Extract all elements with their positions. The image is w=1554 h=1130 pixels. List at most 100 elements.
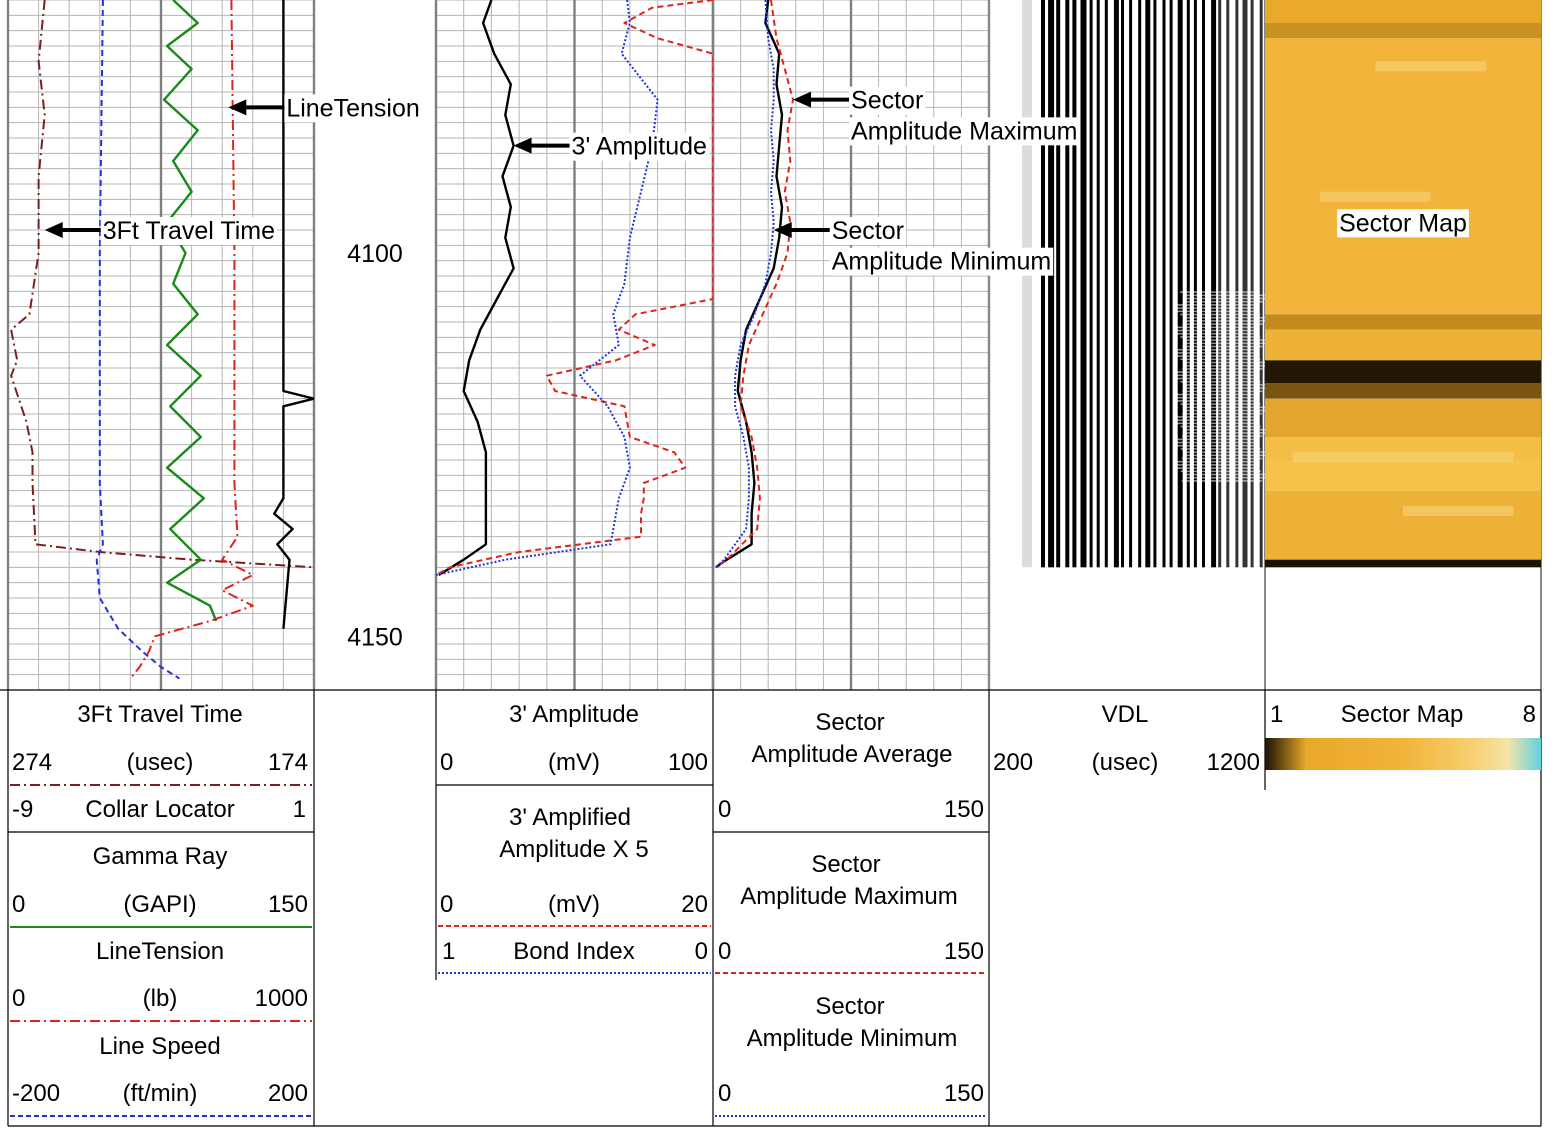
- sector-map-band: [1265, 329, 1541, 361]
- header-amplified-title1: 3' Amplified: [509, 804, 631, 831]
- header-amplified-unit: (mV): [548, 891, 600, 918]
- vdl-stripe: [1096, 0, 1100, 568]
- header-sector-max-left: 0: [718, 938, 731, 965]
- sector-map-band: [1265, 383, 1541, 399]
- vdl-noise: [1185, 476, 1265, 479]
- vdl-noise: [1181, 480, 1262, 482]
- annotation-text-6: Amplitude Minimum: [832, 248, 1052, 276]
- header-tension-title: LineTension: [96, 938, 224, 965]
- vdl-noise: [1185, 451, 1265, 453]
- header-sector-max-right: 150: [944, 938, 984, 965]
- vdl-noise: [1177, 326, 1258, 329]
- header-bond-left: 1: [442, 938, 455, 965]
- vdl-noise: [1184, 384, 1265, 386]
- annotation-bg-2: [569, 132, 709, 161]
- curve-collar-locator: [273, 0, 314, 629]
- annotation-1: 3Ft Travel Time: [44, 217, 277, 245]
- header-sector-avg-right: 150: [944, 796, 984, 823]
- vdl-stripe: [1226, 0, 1230, 568]
- header-sector-max-title2: Amplitude Maximum: [740, 883, 957, 910]
- vdl-noise: [1182, 323, 1263, 325]
- sector-map-band: [1265, 360, 1541, 384]
- annotation-text-0: LineTension: [286, 94, 419, 122]
- curve-gamma-ray: [162, 0, 218, 622]
- vdl-noise: [1174, 419, 1255, 421]
- header-sector-min-title2: Amplitude Minimum: [747, 1025, 958, 1052]
- vdl-noise: [1185, 454, 1265, 457]
- vdl-noise: [1185, 297, 1265, 300]
- curve-linetension: [129, 0, 254, 680]
- vdl-noise: [1180, 291, 1260, 293]
- vdl-noise: [1185, 320, 1265, 322]
- header-amplitude-title: 3' Amplitude: [509, 701, 639, 728]
- annotation-text-2: 3' Amplitude: [572, 133, 707, 161]
- vdl-noise: [1176, 393, 1257, 396]
- vdl-stripe: [1072, 0, 1077, 568]
- sector-map-image: [1265, 0, 1541, 568]
- vdl-stripe: [1145, 0, 1151, 568]
- vdl-stripe: [1250, 0, 1254, 568]
- sector-map-band: [1265, 398, 1541, 437]
- sector-map-band: [1265, 38, 1541, 315]
- frame: [0, 689, 1542, 1127]
- header-sector-map-right: 8: [1523, 701, 1536, 728]
- header-amplified-title2: Amplitude X 5: [499, 836, 648, 863]
- annotation-6: Amplitude Minimum: [829, 248, 1054, 276]
- vdl-stripe: [1138, 0, 1142, 568]
- header-collar-right: 1: [293, 796, 306, 823]
- vdl-noise: [1180, 313, 1261, 316]
- vdl-noise: [1175, 400, 1256, 402]
- header-collar-left: -9: [12, 796, 33, 823]
- vdl-noise: [1175, 310, 1256, 313]
- header-line-tension: LineTension 0 (lb) 1000: [10, 938, 312, 1022]
- header-amplified-right: 20: [681, 891, 708, 918]
- vdl-noise: [1185, 432, 1265, 434]
- vdl-noise: [1185, 364, 1265, 367]
- annotation-5: Sector: [773, 217, 906, 245]
- annotation-arrow-head-2: [513, 137, 532, 154]
- curve-sector-amplitude-minimum: [715, 0, 775, 569]
- annotation-text-7: Sector Map: [1339, 209, 1467, 237]
- annotation-0: LineTension: [228, 94, 422, 123]
- vdl-noise: [1182, 345, 1263, 348]
- vdl-noise: [1185, 409, 1265, 412]
- vdl-stripe: [1048, 0, 1055, 568]
- vdl-noise: [1184, 316, 1265, 319]
- vdl-noise: [1182, 412, 1263, 415]
- curve-3-amplitude: [438, 0, 515, 577]
- header-tension-unit: (lb): [143, 985, 178, 1012]
- header-sector-min: Sector Amplitude Minimum 0 150: [715, 993, 987, 1117]
- header-collar-title: Collar Locator: [85, 796, 234, 823]
- header-sector-avg: Sector Amplitude Average 0 150: [718, 709, 984, 823]
- vdl-noise: [1175, 332, 1256, 335]
- vdl-stripe: [1153, 0, 1157, 568]
- annotation-bg-7: [1337, 209, 1469, 238]
- header-gamma-title: Gamma Ray: [93, 843, 228, 870]
- header-travel-time-title: 3Ft Travel Time: [77, 701, 242, 728]
- curve-3ft-travel-time: [10, 0, 314, 569]
- vdl-noise: [1181, 457, 1262, 460]
- annotation-arrow-head-3: [793, 91, 812, 108]
- header-bond-title: Bond Index: [513, 938, 634, 965]
- vdl-stripe: [1056, 0, 1061, 568]
- vdl-stripe: [1162, 0, 1166, 568]
- header-sector-map: 1 Sector Map 8: [1265, 701, 1541, 770]
- header-tension-left: 0: [12, 985, 25, 1012]
- vdl-noise: [1185, 428, 1265, 431]
- sector-map-color-scale: [1265, 738, 1541, 770]
- sector-map-highlight: [1375, 61, 1486, 72]
- sector-map-highlight: [1292, 452, 1514, 463]
- vdl-noise: [1177, 304, 1258, 306]
- header-gamma-unit: (GAPI): [123, 891, 196, 918]
- vdl-noise: [1175, 377, 1256, 380]
- annotation-4: Amplitude Maximum: [849, 117, 1080, 146]
- vdl-noise: [1184, 361, 1265, 364]
- vdl-stripe: [1089, 0, 1093, 568]
- vdl-noise: [1180, 448, 1261, 450]
- vdl-image: [1022, 0, 1265, 568]
- header-vdl-title: VDL: [1102, 701, 1149, 728]
- grid-track-2: [434, 0, 715, 691]
- annotation-bg-4: [849, 117, 1080, 146]
- vdl-noise: [1174, 396, 1255, 399]
- sector-map-band: [1265, 460, 1541, 491]
